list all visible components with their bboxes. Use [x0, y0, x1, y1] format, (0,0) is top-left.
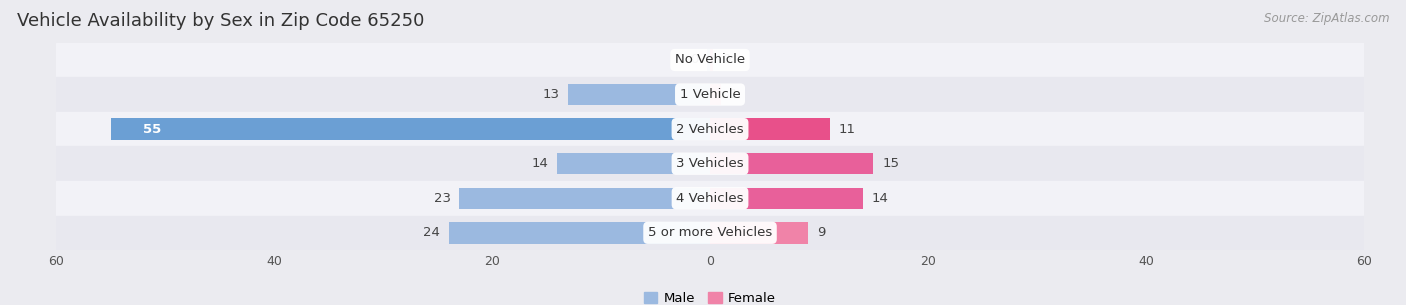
Bar: [460, 188, 710, 209]
Bar: [568, 84, 710, 105]
Text: 1 Vehicle: 1 Vehicle: [679, 88, 741, 101]
Text: Vehicle Availability by Sex in Zip Code 65250: Vehicle Availability by Sex in Zip Code …: [17, 12, 425, 30]
Bar: [56, 112, 1364, 146]
Text: 3 Vehicles: 3 Vehicles: [676, 157, 744, 170]
Bar: [56, 43, 1364, 77]
Bar: [56, 77, 1364, 112]
Text: 23: 23: [433, 192, 451, 205]
Bar: [558, 153, 710, 174]
Text: 55: 55: [143, 123, 162, 136]
Text: 0: 0: [690, 53, 697, 66]
Text: 13: 13: [543, 88, 560, 101]
Text: 2 Vehicles: 2 Vehicles: [676, 123, 744, 136]
Bar: [710, 49, 713, 71]
Bar: [111, 118, 710, 140]
Text: 4 Vehicles: 4 Vehicles: [676, 192, 744, 205]
Bar: [710, 153, 873, 174]
Text: 5 or more Vehicles: 5 or more Vehicles: [648, 226, 772, 239]
Text: 24: 24: [423, 226, 440, 239]
Bar: [710, 118, 830, 140]
Text: 0: 0: [723, 53, 730, 66]
Text: 14: 14: [531, 157, 548, 170]
Legend: Male, Female: Male, Female: [638, 286, 782, 305]
Bar: [56, 146, 1364, 181]
Bar: [707, 49, 710, 71]
Bar: [449, 222, 710, 243]
Bar: [710, 222, 808, 243]
Bar: [710, 188, 862, 209]
Text: Source: ZipAtlas.com: Source: ZipAtlas.com: [1264, 12, 1389, 25]
Bar: [56, 181, 1364, 216]
Text: 15: 15: [882, 157, 900, 170]
Bar: [56, 216, 1364, 250]
Text: 14: 14: [872, 192, 889, 205]
Text: No Vehicle: No Vehicle: [675, 53, 745, 66]
Bar: [710, 84, 721, 105]
Text: 9: 9: [817, 226, 825, 239]
Text: 1: 1: [730, 88, 738, 101]
Text: 11: 11: [838, 123, 856, 136]
